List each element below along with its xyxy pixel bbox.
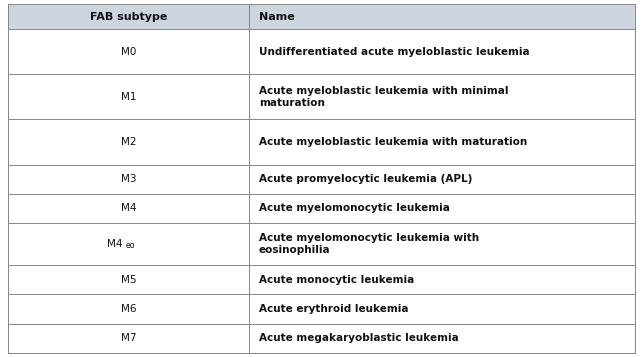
Text: Acute myeloblastic leukemia with minimal
maturation: Acute myeloblastic leukemia with minimal…	[259, 86, 509, 108]
Bar	[249, 323, 635, 353]
Text: M2: M2	[121, 137, 136, 147]
Bar	[8, 120, 249, 165]
Text: M1: M1	[121, 92, 136, 102]
Bar	[249, 295, 635, 323]
Text: Acute monocytic leukemia: Acute monocytic leukemia	[259, 275, 414, 285]
Bar	[8, 194, 249, 223]
Text: FAB subtype: FAB subtype	[90, 12, 167, 22]
Bar	[249, 165, 635, 194]
Bar	[8, 29, 249, 74]
Bar	[8, 223, 249, 265]
Text: Undifferentiated acute myeloblastic leukemia: Undifferentiated acute myeloblastic leuk…	[259, 47, 530, 57]
Text: Acute myeloblastic leukemia with maturation: Acute myeloblastic leukemia with maturat…	[259, 137, 527, 147]
Bar	[8, 323, 249, 353]
Text: eo: eo	[125, 241, 135, 250]
Bar	[8, 74, 249, 120]
Text: Acute promyelocytic leukemia (APL): Acute promyelocytic leukemia (APL)	[259, 174, 473, 184]
Text: M5: M5	[121, 275, 136, 285]
Bar	[249, 265, 635, 295]
Bar	[249, 74, 635, 120]
Text: M0: M0	[121, 47, 136, 57]
Text: Acute erythroid leukemia: Acute erythroid leukemia	[259, 304, 408, 314]
Text: M7: M7	[121, 333, 136, 343]
Bar	[8, 165, 249, 194]
Bar	[249, 223, 635, 265]
Text: M3: M3	[121, 174, 136, 184]
Bar	[8, 295, 249, 323]
Bar	[8, 265, 249, 295]
Text: Name: Name	[259, 12, 294, 22]
Bar	[249, 4, 635, 29]
Text: M6: M6	[121, 304, 136, 314]
Bar	[249, 29, 635, 74]
Bar	[249, 194, 635, 223]
Text: Acute myelomonocytic leukemia with
eosinophilia: Acute myelomonocytic leukemia with eosin…	[259, 233, 479, 255]
Text: Acute megakaryoblastic leukemia: Acute megakaryoblastic leukemia	[259, 333, 458, 343]
Text: M4: M4	[121, 203, 136, 213]
Text: M4: M4	[107, 239, 122, 249]
Bar	[8, 4, 249, 29]
Text: Acute myelomonocytic leukemia: Acute myelomonocytic leukemia	[259, 203, 450, 213]
Bar	[249, 120, 635, 165]
